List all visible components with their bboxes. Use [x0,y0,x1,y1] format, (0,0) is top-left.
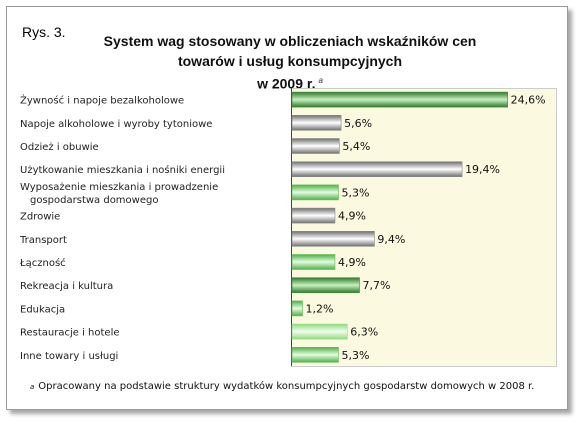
category-label-5: Zdrowie [20,212,60,223]
bar-0 [291,91,508,108]
category-label-2: Odzież i obuwie [20,142,99,153]
category-label-3: Użytkowanie mieszkania i nośniki energii [20,164,225,176]
bar-5 [291,207,336,224]
value-label-6: 9,4% [377,233,405,246]
footnote: a Opracowany na podstawie struktury wydat… [30,381,534,392]
category-label-6: Transport [19,235,67,246]
value-label-11: 5,3% [341,349,369,362]
category-label-9: Edukacja [20,304,65,315]
bar-10 [291,323,348,340]
bar-7 [291,254,336,270]
bar-11 [291,346,339,363]
value-label-7: 4,9% [338,256,366,269]
category-label-0: Żywność i napoje bezalkoholowe [20,94,184,107]
bar-2 [291,138,340,154]
title-line-1: System wag stosowany w obliczeniach wska… [103,33,477,49]
category-label-1: Napoje alkoholowe i wyroby tytoniowe [20,119,212,130]
value-label-3: 19,4% [465,163,500,176]
bar-1 [291,115,342,131]
chart-title: System wag stosowany w obliczeniach wska… [70,31,510,94]
value-label-0: 24,6% [511,94,546,107]
footnote-mark: a [30,383,35,391]
value-label-2: 5,4% [342,140,370,153]
title-line-3-text: w 2009 r. [257,75,316,92]
value-label-5: 4,9% [338,210,366,223]
value-label-10: 6,3% [350,326,378,339]
title-line-2: towarów i usług konsumpcyjnych [177,53,403,69]
title-line-3: w 2009 r. a [70,71,510,94]
title-note-mark: a [318,76,323,85]
category-label-11: Inne towary i usługi [20,351,118,362]
bar-9 [291,300,303,317]
bar-4 [291,184,339,201]
bar-6 [291,231,375,247]
value-label-1: 5,6% [344,117,372,130]
value-label-8: 7,7% [363,279,391,292]
category-axis-line [291,88,292,366]
plot-area [291,88,557,367]
category-label-8: Rekreacja i kultura [20,281,113,292]
category-label-7: Łączność [19,257,66,269]
value-label-4: 5,3% [341,186,369,199]
footnote-text: Opracowany na podstawie struktury wydatk… [38,381,535,392]
category-label-10: Restauracje i hotele [20,328,120,339]
bar-3 [291,161,463,177]
bar-8 [291,277,360,294]
category-label-4: Wyposażenie mieszkania i prowadzenie gosp… [20,182,218,206]
value-label-9: 1,2% [306,302,334,315]
figure-label: Rys. 3. [22,24,66,40]
